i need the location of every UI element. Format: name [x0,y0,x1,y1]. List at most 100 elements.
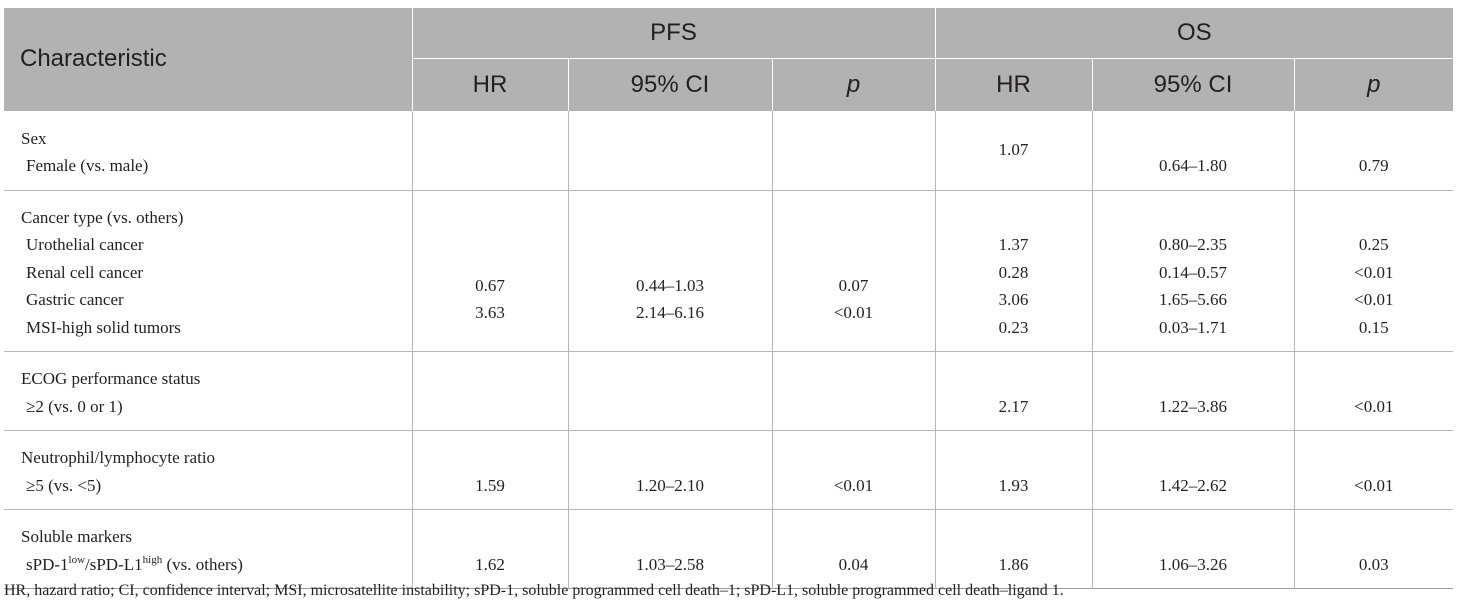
value: 0.80–2.35 [1159,235,1228,254]
row-label: MSI-high solid tumors [26,317,181,337]
group-label: Cancer type (vs. others) [21,207,184,227]
pfs-p-cell [771,351,936,431]
value: 0.44–1.03 [636,275,704,295]
value: 0.03 [1358,554,1389,574]
pfs-ci-header: 95% CI [567,58,772,111]
value [413,152,568,180]
header-row-columns: HR 95% CI p HR 95% CI p [4,58,1454,111]
pfs-p-cell [771,111,936,190]
value: 1.07 [998,139,1029,159]
characteristic-header: Characteristic [4,8,412,112]
pfs-hr-header: HR [411,58,568,111]
pfs-p-cell: <0.01 [771,430,936,510]
os-ci-cell: 0.80–2.35 0.14–0.57 1.65–5.66 0.03–1.71 [1091,190,1295,352]
marker-spdl1-level: high [142,553,163,566]
pfs-p-cell: 0.07 <0.01 [771,190,936,352]
os-hr-cell: 2.17 [934,351,1093,431]
marker-spd1: sPD-1 [26,554,69,574]
value: 0.23 [998,317,1029,337]
value: 1.65–5.66 [1159,290,1228,309]
value: 2.17 [998,396,1029,416]
table-row-cancer-type: Cancer type (vs. others) Urothelial canc… [4,190,1454,352]
group-label: Sex [21,128,47,148]
value: 0.25 [1358,235,1389,254]
value: 0.64–1.80 [1159,155,1228,175]
value: 1.03–2.58 [636,554,704,574]
value: 1.62 [475,554,505,574]
os-ci-cell: 0.64–1.80 [1091,111,1295,190]
value [569,393,772,421]
marker-comparison: (vs. others) [162,554,243,574]
os-p-cell: 0.25 <0.01 <0.01 0.15 [1293,190,1454,352]
table-footnote: HR, hazard ratio; CI, confidence interva… [4,582,1064,599]
pfs-ci-cell: 1.03–2.58 [567,509,772,589]
value: 0.79 [1358,155,1389,175]
os-hr-cell: 1.93 [934,430,1093,510]
value: <0.01 [1354,475,1394,495]
value: 3.06 [998,290,1029,309]
os-p-cell: 0.03 [1293,509,1454,589]
value: 0.07 [838,275,869,295]
marker-spdl1: /sPD-L1 [85,554,143,574]
value: <0.01 [1354,290,1394,309]
characteristic-cell: Cancer type (vs. others) Urothelial canc… [4,190,412,352]
os-hr-cell: 1.37 0.28 3.06 0.23 [934,190,1093,352]
characteristic-cell: ECOG performance status ≥2 (vs. 0 or 1) [4,352,412,431]
pfs-ci-cell [567,351,772,431]
characteristic-cell: Soluble markers sPD-1low/sPD-L1high (vs.… [4,510,412,589]
results-table-container: Characteristic PFS OS HR 95% CI p HR 95%… [4,8,1454,589]
value [773,231,935,259]
value [773,393,935,421]
value: 0.14–0.57 [1159,262,1228,282]
pfs-hr-cell: 1.59 [411,430,568,510]
pfs-hr-cell [411,351,568,431]
os-p-cell: <0.01 [1293,430,1454,510]
os-p-header: p [1293,58,1454,111]
row-label: Female (vs. male) [26,156,149,175]
pfs-ci-cell: 0.44–1.03 2.14–6.16 [567,190,772,352]
value: 1.20–2.10 [636,475,704,495]
value [413,231,568,259]
value: 1.86 [998,554,1029,574]
group-label: Soluble markers [21,527,132,546]
row-label: Urothelial cancer [26,235,144,254]
os-ci-header: 95% CI [1091,58,1295,111]
value: <0.01 [833,475,874,495]
pfs-p-header: p [771,58,936,111]
characteristic-cell: Neutrophil/lymphocyte ratio ≥5 (vs. <5) [4,431,412,510]
pfs-ci-cell [567,111,772,190]
row-label: ≥5 (vs. <5) [26,475,102,495]
value: 1.22–3.86 [1159,396,1228,416]
header-row-groups: Characteristic PFS OS [4,8,1454,112]
value: 0.15 [1358,317,1389,337]
row-label: Gastric cancer [26,290,124,309]
os-p-cell: 0.79 [1293,111,1454,190]
value: 0.03–1.71 [1159,317,1228,337]
os-ci-cell: 1.06–3.26 [1091,509,1295,589]
table-row-ecog: ECOG performance status ≥2 (vs. 0 or 1) … [4,351,1454,431]
table-row-soluble-markers: Soluble markers sPD-1low/sPD-L1high (vs.… [4,509,1454,589]
row-label: ≥2 (vs. 0 or 1) [26,396,123,416]
pfs-hr-cell: 0.67 3.63 [411,190,568,352]
group-label: ECOG performance status [21,369,201,388]
value [773,152,935,180]
table-row-nlr: Neutrophil/lymphocyte ratio ≥5 (vs. <5) … [4,430,1454,510]
table-row-sex: Sex Female (vs. male) 1.07 0.64–1. [4,111,1454,190]
value: 1.37 [998,235,1029,254]
row-label: Renal cell cancer [26,262,144,282]
row-label: sPD-1low/sPD-L1high (vs. others) [4,551,412,579]
value: 0.67 [475,275,505,295]
os-ci-cell: 1.22–3.86 [1091,351,1295,431]
value: 1.93 [998,475,1029,495]
value: 1.59 [475,475,505,495]
pfs-header: PFS [411,8,936,59]
hazard-ratio-table: Characteristic PFS OS HR 95% CI p HR 95%… [4,8,1454,589]
os-hr-cell: 1.07 [934,111,1093,190]
value [569,152,772,180]
value: 0.04 [838,554,869,574]
pfs-ci-cell: 1.20–2.10 [567,430,772,510]
value [413,393,568,421]
value: <0.01 [1354,262,1394,282]
value: <0.01 [1354,396,1394,416]
value: 1.42–2.62 [1159,475,1228,495]
